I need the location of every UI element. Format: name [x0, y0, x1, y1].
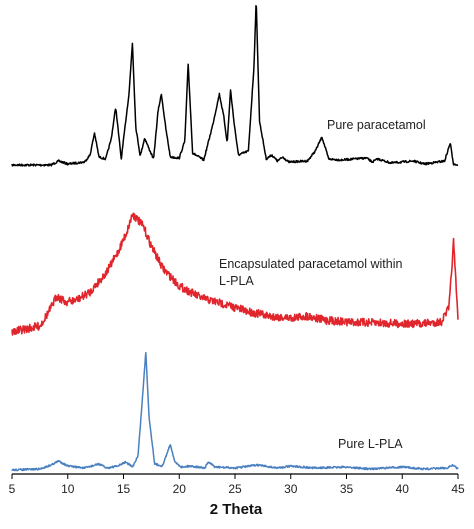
annotation-encapsulated-line2: L-PLA	[219, 274, 254, 288]
annotation-pure-l-pla: Pure L-PLA	[338, 437, 403, 451]
x-tick-label: 35	[340, 482, 354, 496]
annotations: Pure paracetamol Encapsulated paracetamo…	[219, 118, 426, 451]
series-line-encapsulated-paracetamol-within-l-pla	[11, 212, 459, 336]
annotation-pure-paracetamol: Pure paracetamol	[327, 118, 426, 132]
x-tick-label: 45	[451, 482, 465, 496]
x-tick-label: 30	[284, 482, 298, 496]
x-tick-label: 25	[228, 482, 242, 496]
x-tick-label: 10	[61, 482, 75, 496]
x-tick-label: 40	[396, 482, 410, 496]
annotation-encapsulated-line1: Encapsulated paracetamol within	[219, 257, 402, 271]
x-tick-label: 15	[117, 482, 131, 496]
series-line-pure-l-pla	[11, 351, 459, 472]
series-line-pure-paracetamol	[11, 5, 459, 167]
series-layer	[11, 5, 459, 472]
x-tick-label: 20	[173, 482, 187, 496]
x-ticks: 5 10 15 20 25 30 35 40 45	[9, 474, 465, 496]
x-axis-title: 2 Theta	[210, 501, 263, 518]
x-tick-label: 5	[9, 482, 16, 496]
